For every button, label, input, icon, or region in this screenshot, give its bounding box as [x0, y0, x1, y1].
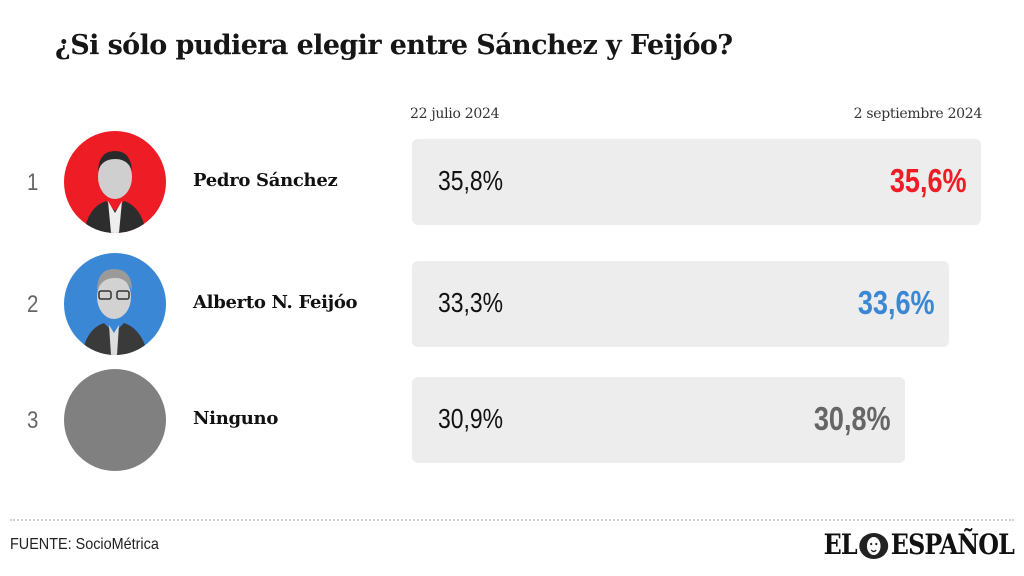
rank-number: 1	[27, 169, 39, 196]
rank-number: 2	[27, 291, 39, 318]
value-before: 33,3%	[438, 287, 504, 318]
value-bar: 35,8% 35,6%	[412, 139, 981, 225]
person-portrait-icon	[84, 151, 146, 233]
person-portrait-icon	[82, 269, 148, 355]
source-note: FUENTE: SocioMétrica	[10, 536, 159, 553]
avatar-placeholder	[64, 369, 166, 471]
rank-number: 3	[27, 407, 39, 434]
candidate-row: 2 Alberto N. Feijóo 33,3% 33,6%	[0, 253, 1024, 355]
logo-text-right: ESPAÑOL	[890, 528, 1015, 561]
logo-text-left: EL	[823, 528, 858, 561]
value-after: 35,6%	[890, 162, 967, 199]
date-label-before: 22 julio 2024	[410, 106, 500, 122]
avatar	[64, 131, 166, 233]
value-bar: 30,9% 30,8%	[412, 377, 905, 463]
candidate-row: 3 Ninguno 30,9% 30,8%	[0, 369, 1024, 471]
value-after: 30,8%	[814, 400, 891, 437]
lion-icon	[859, 532, 889, 559]
footer-divider	[10, 519, 1014, 521]
brand-logo: EL ESPAÑOL	[823, 528, 1015, 561]
candidate-name: Alberto N. Feijóo	[193, 292, 358, 313]
candidate-name: Pedro Sánchez	[193, 170, 338, 191]
avatar	[64, 253, 166, 355]
value-before: 35,8%	[438, 165, 504, 196]
candidate-row: 1 Pedro Sánchez 35,8% 35,6%	[0, 131, 1024, 233]
chart-title: ¿Si sólo pudiera elegir entre Sánchez y …	[55, 30, 733, 61]
value-before: 30,9%	[438, 403, 504, 434]
date-label-after: 2 septiembre 2024	[853, 106, 983, 122]
value-bar: 33,3% 33,6%	[412, 261, 949, 347]
candidate-name: Ninguno	[193, 408, 279, 429]
value-after: 33,6%	[858, 284, 935, 321]
